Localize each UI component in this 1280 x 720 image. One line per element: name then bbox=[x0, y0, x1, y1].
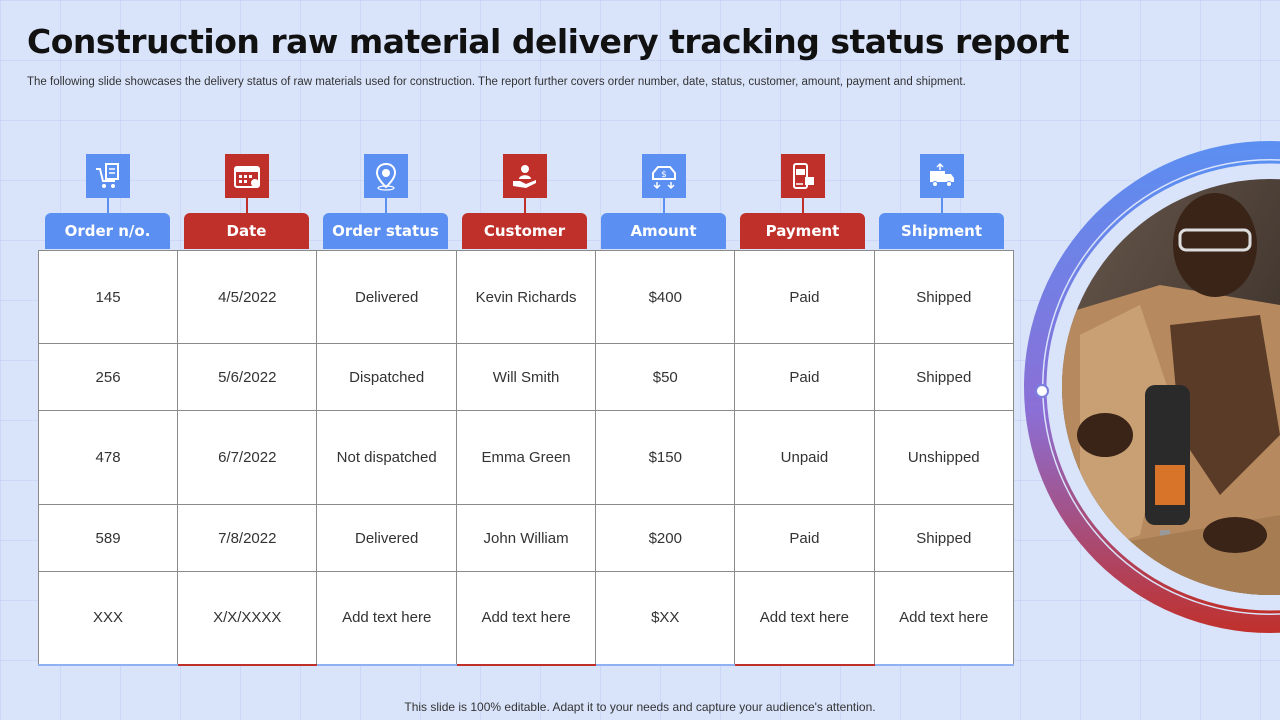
header-order-number: Order n/o. bbox=[45, 213, 170, 249]
table-cell: 5/6/2022 bbox=[177, 343, 318, 411]
table-cell: Shipped bbox=[873, 250, 1015, 344]
mobile-payment-icon bbox=[781, 154, 825, 198]
column-header-customer: Customer bbox=[455, 154, 594, 250]
table-cell: $XX bbox=[595, 571, 736, 666]
table-cell: John William bbox=[455, 504, 597, 572]
dollar-transfer-icon: $ bbox=[642, 154, 686, 198]
header-order-status: Order status bbox=[323, 213, 448, 249]
table-cell: Shipped bbox=[873, 504, 1015, 572]
table-cell: 145 bbox=[37, 250, 179, 344]
header-date: Date bbox=[184, 213, 309, 249]
table-cell: Will Smith bbox=[455, 343, 597, 411]
table-cell: Delivered bbox=[316, 504, 457, 572]
worker-image bbox=[1062, 179, 1280, 595]
table-cell: Paid bbox=[734, 343, 875, 411]
cart-document-icon bbox=[86, 154, 130, 198]
table-cell: Add text here bbox=[734, 571, 875, 666]
table-cell: Dispatched bbox=[316, 343, 457, 411]
table-cell: Paid bbox=[734, 250, 875, 344]
page-subtitle: The following slide showcases the delive… bbox=[27, 76, 966, 88]
column-header-payment: Payment bbox=[733, 154, 872, 250]
status-table: 145 4/5/2022 Delivered Kevin Richards $4… bbox=[37, 250, 1015, 666]
ring-dot bbox=[1035, 384, 1049, 398]
table-cell: Emma Green bbox=[455, 410, 597, 505]
table-cell: $50 bbox=[595, 343, 736, 411]
page-title: Construction raw material delivery track… bbox=[27, 22, 1069, 61]
header-customer: Customer bbox=[462, 213, 587, 249]
table-cell: 589 bbox=[37, 504, 179, 572]
table-cell: Unshipped bbox=[873, 410, 1015, 505]
table-row: 589 7/8/2022 Delivered John William $200… bbox=[37, 504, 1015, 572]
table-cell: Paid bbox=[734, 504, 875, 572]
column-header-order-status: Order status bbox=[316, 154, 455, 250]
table-cell: Add text here bbox=[316, 571, 457, 666]
customer-hand-icon bbox=[503, 154, 547, 198]
table-row: 478 6/7/2022 Not dispatched Emma Green $… bbox=[37, 410, 1015, 505]
table-cell: Not dispatched bbox=[316, 410, 457, 505]
delivery-truck-icon bbox=[920, 154, 964, 198]
table-cell: 256 bbox=[37, 343, 179, 411]
table-row: 145 4/5/2022 Delivered Kevin Richards $4… bbox=[37, 250, 1015, 344]
calendar-icon bbox=[225, 154, 269, 198]
table-cell: Delivered bbox=[316, 250, 457, 344]
header-shipment: Shipment bbox=[879, 213, 1004, 249]
table-cell: $400 bbox=[595, 250, 736, 344]
table-cell: 6/7/2022 bbox=[177, 410, 318, 505]
table-cell: $150 bbox=[595, 410, 736, 505]
svg-text:$: $ bbox=[661, 170, 667, 180]
table-row: XXX X/X/XXXX Add text here Add text here… bbox=[37, 571, 1015, 666]
table-cell: Add text here bbox=[873, 571, 1015, 666]
table-row: 256 5/6/2022 Dispatched Will Smith $50 P… bbox=[37, 343, 1015, 411]
construction-worker-photo bbox=[1024, 141, 1280, 633]
column-header-order-number: Order n/o. bbox=[38, 154, 177, 250]
table-cell: X/X/XXXX bbox=[177, 571, 318, 666]
table-cell: 4/5/2022 bbox=[177, 250, 318, 344]
table-cell: $200 bbox=[595, 504, 736, 572]
table-cell: Unpaid bbox=[734, 410, 875, 505]
table-cell: 7/8/2022 bbox=[177, 504, 318, 572]
table-cell: 478 bbox=[37, 410, 179, 505]
header-payment: Payment bbox=[740, 213, 865, 249]
table-cell: Shipped bbox=[873, 343, 1015, 411]
header-amount: Amount bbox=[601, 213, 726, 249]
column-header-shipment: Shipment bbox=[872, 154, 1011, 250]
column-header-amount: $ Amount bbox=[594, 154, 733, 250]
table-cell: XXX bbox=[37, 571, 179, 666]
table-cell: Kevin Richards bbox=[455, 250, 597, 344]
footer-note: This slide is 100% editable. Adapt it to… bbox=[404, 700, 876, 714]
column-headers: Order n/o. Date Order status Customer $ … bbox=[38, 154, 1014, 250]
column-header-date: Date bbox=[177, 154, 316, 250]
table-cell: Add text here bbox=[455, 571, 597, 666]
location-pin-icon bbox=[364, 154, 408, 198]
